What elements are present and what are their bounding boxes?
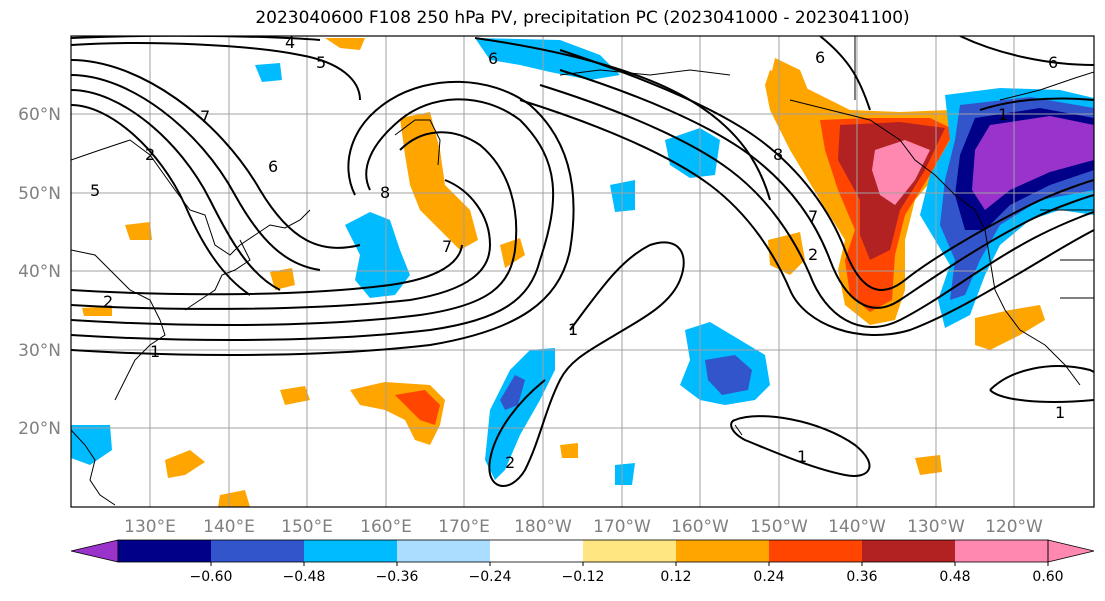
colorbar-tick-label: 0.48 [939,569,970,585]
contour-label: 2 [505,453,515,472]
colorbar-tick-label: 0.12 [660,569,691,585]
colorbar-extend-max [1047,539,1095,563]
contour-label: 6 [268,157,278,176]
lon-label: 120°W [985,517,1043,537]
contour-label: 2 [103,292,113,311]
colorbar-segment [676,540,770,562]
colorbar-segment [211,540,305,562]
contour-label: 7 [808,207,818,226]
contour-label: 4 [285,33,295,52]
colorbar-tick-label: −0.12 [562,569,605,585]
precip-shading [71,38,1094,507]
pv-contours [71,36,1094,487]
colorbar: −0.60 −0.48 −0.36 −0.24 −0.12 0.12 0.24 0.36 0.4… [70,539,1095,585]
graticule [71,36,1094,507]
contour-label: 7 [200,107,210,126]
colorbar-tick-label: 0.36 [846,569,877,585]
lon-label: 150°W [750,517,808,537]
lon-label: 130°W [907,517,965,537]
negative-anomaly-central-pacific [345,212,410,298]
colorbar-segment [397,540,491,562]
longitude-labels: 130°E 140°E 150°E 160°E 170°E 180°W 170°… [124,517,1043,537]
negative-anomaly-subtropical [485,348,555,480]
latitude-labels: 60°N 50°N 40°N 30°N 20°N [18,105,61,439]
contour-label: 2 [145,145,155,164]
colorbar-tick-label: 0.60 [1032,569,1063,585]
positive-anomaly-core-pink [872,140,930,205]
colorbar-tick-label: −0.24 [469,569,512,585]
contour-label: 8 [773,145,783,164]
map-title: 2023040600 F108 250 hPa PV, precipitatio… [255,8,910,28]
lon-label: 140°E [203,517,255,537]
colorbar-segments [70,539,1095,563]
negative-anomaly-bering [475,38,620,80]
lat-label-40n: 40°N [18,262,61,282]
lon-label: 160°E [360,517,412,537]
contour-label: 5 [90,181,100,200]
lat-label-20n: 20°N [18,419,61,439]
lon-label: 170°W [593,517,651,537]
colorbar-tick-label: −0.60 [190,569,233,585]
contour-label: 6 [1048,53,1058,72]
contour-label: 1 [998,105,1008,124]
colorbar-extend-min [70,539,119,563]
colorbar-tick-label: −0.48 [283,569,326,585]
colorbar-segment [118,540,212,562]
colorbar-segment [862,540,956,562]
colorbar-segment [583,540,677,562]
lon-label: 130°E [124,517,176,537]
contour-label: 6 [488,49,498,68]
lat-label-50n: 50°N [18,184,61,204]
colorbar-segment [304,540,398,562]
lat-label-30n: 30°N [18,341,61,361]
colorbar-segment [490,540,584,562]
contour-label: 1 [568,320,578,339]
lon-label: 150°E [281,517,333,537]
contour-label: 1 [1055,403,1065,422]
contour-label: 6 [815,48,825,67]
coastlines [71,36,1094,506]
lat-label-60n: 60°N [18,105,61,125]
lon-label: 160°W [671,517,729,537]
contour-label: 8 [380,183,390,202]
map-border [70,35,1095,508]
colorbar-ticks: −0.60 −0.48 −0.36 −0.24 −0.12 0.12 0.24 0.36 0.4… [190,562,1064,585]
lon-label: 140°W [828,517,886,537]
positive-anomaly-alaska-strip [770,58,810,100]
colorbar-segment [769,540,863,562]
contour-label: 2 [808,245,818,264]
colorbar-tick-label: 0.24 [753,569,784,585]
colorbar-segment [955,540,1049,562]
lon-label: 180°W [514,517,572,537]
lon-label: 170°E [438,517,490,537]
contour-label: 5 [316,53,326,72]
colorbar-tick-label: −0.36 [376,569,419,585]
contour-label: 1 [150,342,160,361]
positive-anomaly-kamchatka [400,112,478,250]
contour-label-group: 4 5 6 6 7 2 5 6 8 7 2 1 1 1 8 7 6 2 2 1 … [90,33,1065,472]
contour-label: 1 [797,447,807,466]
contour-label: 7 [442,237,452,256]
